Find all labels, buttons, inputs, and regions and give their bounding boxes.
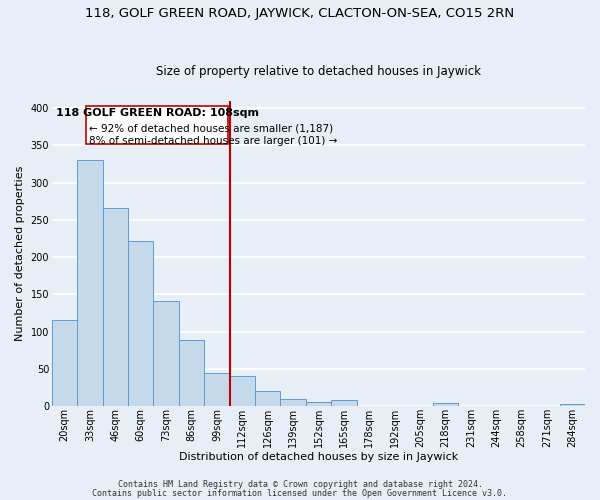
Bar	[179, 340, 204, 406]
Bar	[280, 398, 306, 406]
Bar	[204, 372, 230, 406]
Bar	[128, 240, 154, 406]
Bar	[433, 403, 458, 406]
Bar	[52, 320, 77, 406]
Bar	[331, 400, 356, 406]
Text: Contains public sector information licensed under the Open Government Licence v3: Contains public sector information licen…	[92, 488, 508, 498]
Bar	[103, 208, 128, 406]
Text: Contains HM Land Registry data © Crown copyright and database right 2024.: Contains HM Land Registry data © Crown c…	[118, 480, 482, 489]
Text: ← 92% of detached houses are smaller (1,187): ← 92% of detached houses are smaller (1,…	[89, 124, 333, 134]
Bar	[560, 404, 585, 406]
Text: 118, GOLF GREEN ROAD, JAYWICK, CLACTON-ON-SEA, CO15 2RN: 118, GOLF GREEN ROAD, JAYWICK, CLACTON-O…	[85, 8, 515, 20]
Bar	[230, 376, 255, 406]
FancyBboxPatch shape	[86, 106, 229, 144]
Y-axis label: Number of detached properties: Number of detached properties	[15, 166, 25, 341]
Title: Size of property relative to detached houses in Jaywick: Size of property relative to detached ho…	[156, 66, 481, 78]
Bar	[255, 392, 280, 406]
X-axis label: Distribution of detached houses by size in Jaywick: Distribution of detached houses by size …	[179, 452, 458, 462]
Text: 118 GOLF GREEN ROAD: 108sqm: 118 GOLF GREEN ROAD: 108sqm	[56, 108, 259, 118]
Bar	[77, 160, 103, 406]
Bar	[154, 301, 179, 406]
Text: 8% of semi-detached houses are larger (101) →: 8% of semi-detached houses are larger (1…	[89, 136, 337, 145]
Bar	[306, 402, 331, 406]
